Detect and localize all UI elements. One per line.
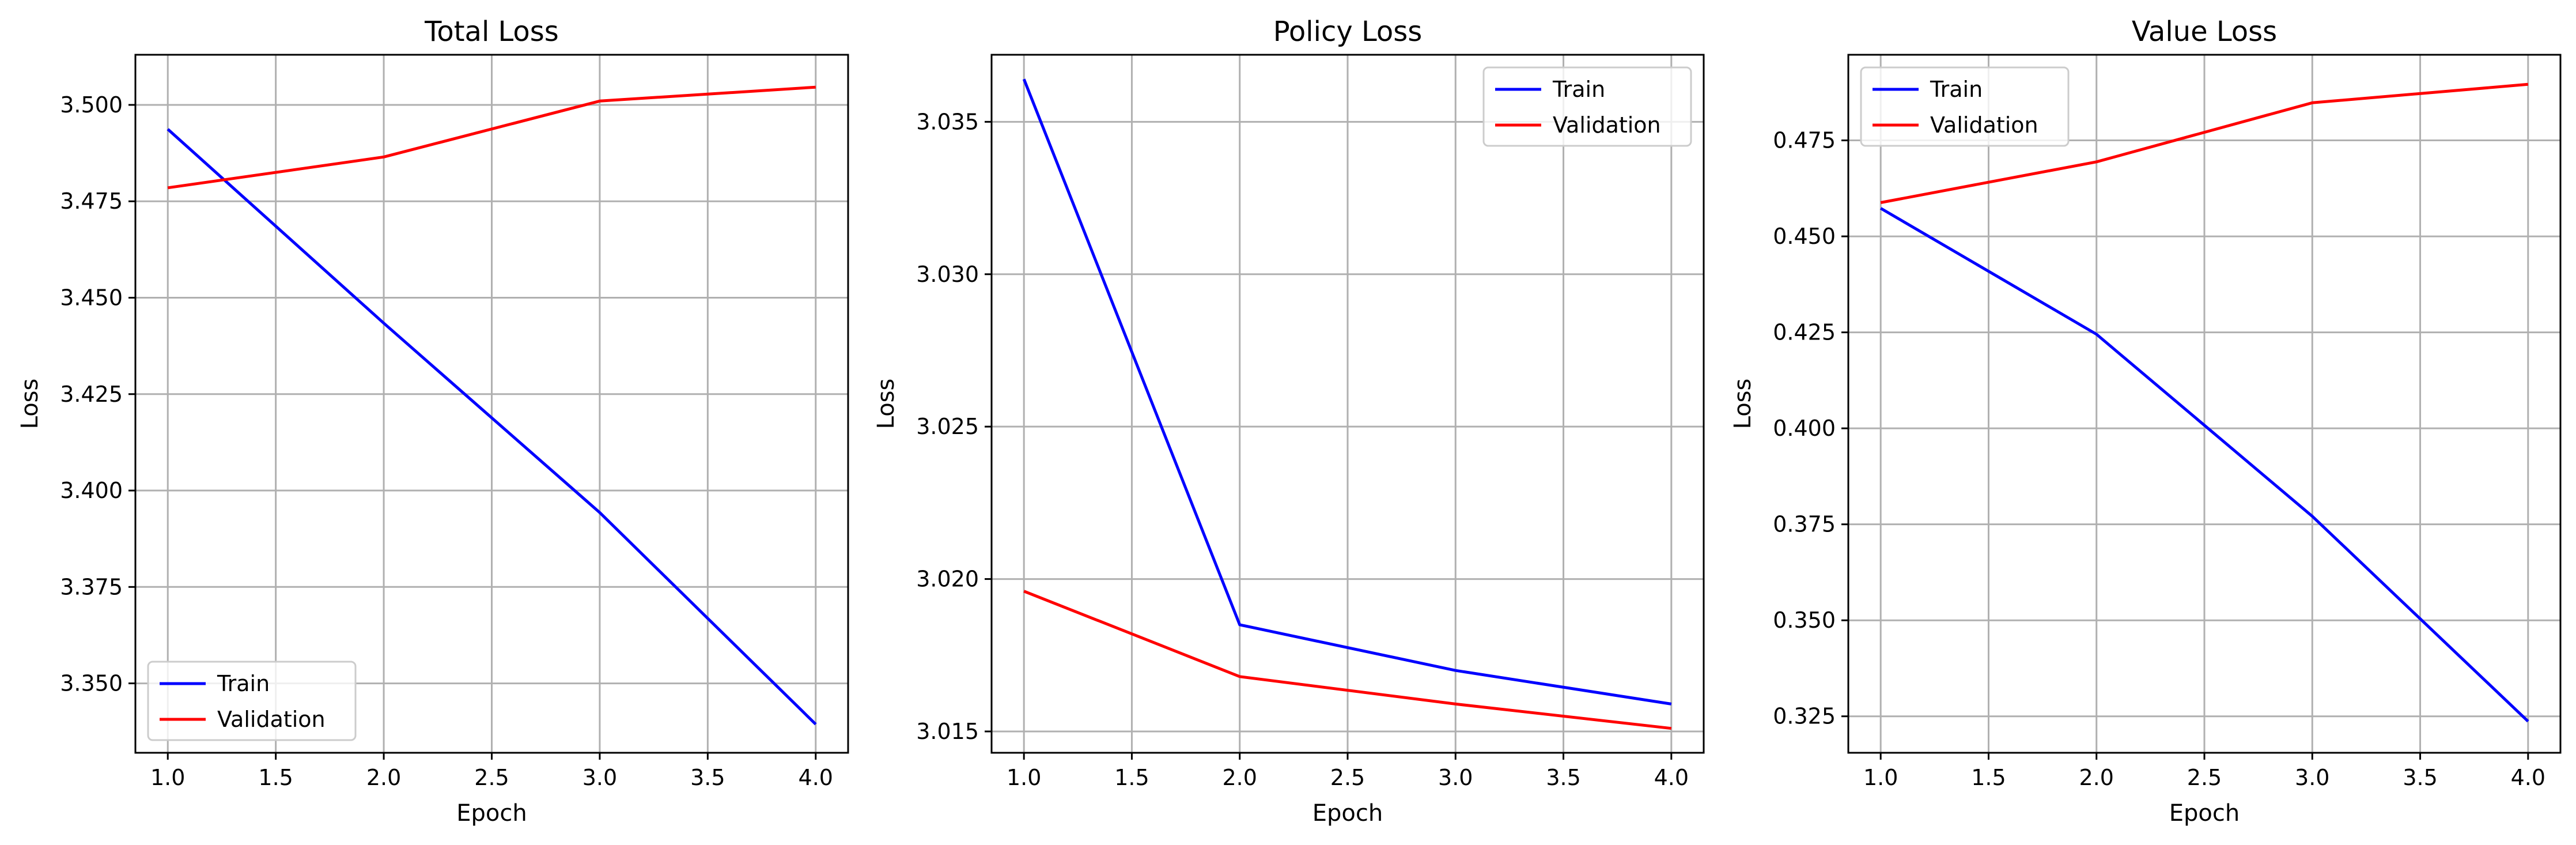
x-tick-label: 2.0 bbox=[1223, 765, 1257, 790]
x-tick-label: 3.0 bbox=[2295, 765, 2329, 790]
legend-label-validation: Validation bbox=[1553, 112, 1661, 138]
series-line-train bbox=[1879, 207, 2529, 723]
series-line-train bbox=[167, 128, 817, 726]
chart-title: Total Loss bbox=[424, 16, 559, 48]
legend: Train Validation bbox=[1860, 66, 2070, 147]
y-tick-label: 3.450 bbox=[60, 285, 123, 311]
y-axis-label: Loss bbox=[873, 379, 899, 429]
x-tick-label: 4.0 bbox=[799, 765, 833, 790]
x-tick-label: 1.5 bbox=[1114, 765, 1149, 790]
y-tick-label: 3.475 bbox=[60, 188, 123, 214]
y-tick-label: 0.400 bbox=[1773, 416, 1836, 441]
legend: Train Validation bbox=[147, 661, 357, 741]
y-tick-label: 3.500 bbox=[60, 92, 123, 118]
y-tick-label: 0.450 bbox=[1773, 224, 1836, 249]
legend-label-validation: Validation bbox=[217, 707, 326, 732]
x-tick-label: 4.0 bbox=[1654, 765, 1689, 790]
x-tick-label: 2.5 bbox=[474, 765, 509, 790]
series-line-validation bbox=[167, 85, 816, 190]
series-line-validation bbox=[1023, 590, 1672, 730]
y-tick-label: 3.350 bbox=[60, 671, 123, 696]
y-tick-label: 3.375 bbox=[60, 574, 123, 599]
y-axis-label: Loss bbox=[1730, 379, 1756, 429]
subplot-2: 1.0 1.5 2.0 2.5 3.0 3.5 4.0 3.015 3.020 3.025 3.03… bbox=[873, 16, 1705, 827]
subplot-1: 1.0 1.5 2.0 2.5 3.0 3.5 4.0 3.350 3.375 3.400 3.42… bbox=[17, 16, 849, 827]
x-tick-label: 2.0 bbox=[2079, 765, 2114, 790]
y-tick-label: 3.025 bbox=[916, 414, 979, 439]
x-axis-label: Epoch bbox=[456, 800, 527, 827]
y-tick-label: 3.015 bbox=[916, 719, 979, 744]
x-tick-label: 3.5 bbox=[2403, 765, 2437, 790]
legend: Train Validation bbox=[1482, 66, 1692, 147]
x-tick-label: 1.0 bbox=[150, 765, 185, 790]
y-tick-label: 3.425 bbox=[60, 382, 123, 407]
x-tick-label: 1.0 bbox=[1007, 765, 1041, 790]
subplot-3: 1.0 1.5 2.0 2.5 3.0 3.5 4.0 0.325 0.350 0.375 0.40… bbox=[1730, 16, 2562, 827]
y-tick-label: 0.325 bbox=[1773, 704, 1836, 729]
y-tick-label: 0.425 bbox=[1773, 320, 1836, 345]
y-tick-label: 3.035 bbox=[916, 109, 979, 134]
legend-label-train: Train bbox=[217, 671, 270, 696]
x-tick-label: 4.0 bbox=[2511, 765, 2545, 790]
x-axis-label: Epoch bbox=[1312, 800, 1383, 827]
chart-title: Policy Loss bbox=[1273, 16, 1423, 48]
x-axis-label: Epoch bbox=[2169, 800, 2240, 827]
x-tick-label: 3.5 bbox=[690, 765, 725, 790]
x-tick-label: 3.0 bbox=[1438, 765, 1473, 790]
x-tick-label: 1.0 bbox=[1863, 765, 1898, 790]
y-tick-label: 3.020 bbox=[916, 567, 979, 592]
x-tick-label: 3.5 bbox=[1546, 765, 1580, 790]
y-axis-label: Loss bbox=[17, 379, 43, 429]
legend-label-validation: Validation bbox=[1930, 112, 2038, 138]
x-tick-label: 2.5 bbox=[1330, 765, 1365, 790]
x-tick-label: 1.5 bbox=[1971, 765, 2006, 790]
y-tick-label: 0.375 bbox=[1773, 512, 1836, 537]
y-tick-label: 0.350 bbox=[1773, 608, 1836, 633]
x-tick-label: 2.0 bbox=[366, 765, 401, 790]
x-tick-label: 1.5 bbox=[258, 765, 293, 790]
series-line-validation bbox=[1880, 82, 2529, 204]
y-tick-label: 3.400 bbox=[60, 478, 123, 503]
legend-label-train: Train bbox=[1552, 77, 1605, 102]
y-tick-label: 0.475 bbox=[1773, 128, 1836, 153]
y-tick-label: 3.030 bbox=[916, 262, 979, 287]
legend-label-train: Train bbox=[1930, 77, 1983, 102]
series-line-train bbox=[1022, 78, 1672, 706]
x-tick-label: 3.0 bbox=[582, 765, 617, 790]
x-tick-label: 2.5 bbox=[2187, 765, 2222, 790]
chart-title: Value Loss bbox=[2132, 16, 2277, 48]
